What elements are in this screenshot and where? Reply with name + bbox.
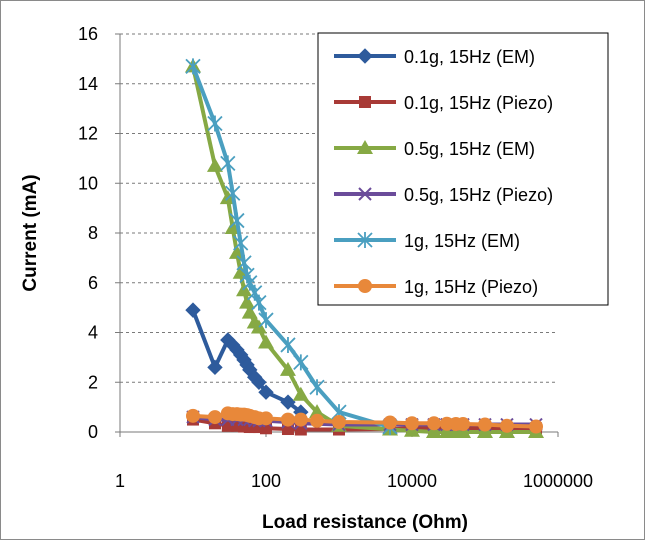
x-tick-label: 10000 [387, 471, 437, 491]
data-point [220, 155, 236, 172]
plot-series [185, 58, 545, 438]
data-point [332, 415, 346, 430]
y-tick-label: 4 [88, 323, 98, 343]
data-point [207, 359, 223, 376]
data-point [206, 157, 223, 172]
legend-label: 0.1g, 15Hz (Piezo) [404, 93, 553, 113]
data-point [185, 58, 201, 75]
data-point [529, 419, 544, 434]
data-point [309, 404, 326, 419]
data-point [251, 294, 267, 311]
data-point [207, 115, 223, 132]
x-tick-label: 1 [115, 471, 125, 491]
legend-label: 0.5g, 15Hz (EM) [404, 139, 535, 159]
data-point [251, 374, 267, 390]
legend-item: 0.5g, 15Hz (Piezo) [334, 185, 553, 205]
legend-marker [357, 140, 373, 154]
data-point [186, 408, 200, 423]
legend-item: 1g, 15Hz (EM) [334, 231, 520, 251]
y-tick-label: 8 [88, 223, 98, 243]
legend-marker [359, 96, 371, 108]
data-point [259, 411, 273, 426]
legend-label: 0.1g, 15Hz (EM) [404, 47, 535, 67]
legend-label: 1g, 15Hz (EM) [404, 231, 520, 251]
data-point [310, 413, 325, 428]
data-point [309, 379, 325, 396]
data-point [426, 416, 441, 431]
legend-marker [357, 232, 373, 248]
data-point [233, 234, 249, 251]
y-tick-label: 16 [78, 24, 98, 44]
x-tick-label: 1000000 [523, 471, 593, 491]
series-6 [186, 406, 544, 434]
data-point [293, 354, 309, 371]
data-point [280, 394, 296, 410]
data-point [236, 254, 252, 271]
legend-label: 1g, 15Hz (Piezo) [404, 277, 538, 297]
legend-item: 0.1g, 15Hz (EM) [334, 47, 535, 67]
x-tick-label: 100 [251, 471, 281, 491]
y-tick-label: 6 [88, 273, 98, 293]
data-point [258, 384, 274, 400]
y-tick-label: 10 [78, 173, 98, 193]
legend: 0.1g, 15Hz (EM) 0.1g, 15Hz (Piezo) 0.5g, 1… [317, 32, 609, 306]
data-point [207, 410, 222, 425]
data-point [241, 304, 258, 319]
legend-item: 1g, 15Hz (Piezo) [334, 277, 538, 297]
y-tick-label: 2 [88, 372, 98, 392]
data-point [292, 386, 309, 401]
data-point [280, 336, 296, 353]
legend-label: 0.5g, 15Hz (Piezo) [404, 185, 553, 205]
data-point [229, 212, 245, 229]
y-tick-label: 14 [78, 74, 98, 94]
legend-box [317, 32, 609, 306]
legend-marker [358, 187, 372, 201]
y-tick-label: 0 [88, 422, 98, 442]
data-point [293, 412, 308, 427]
legend-item: 0.1g, 15Hz (Piezo) [334, 93, 553, 113]
data-point [232, 264, 249, 279]
data-point [499, 418, 514, 433]
legend-marker [357, 48, 373, 64]
data-point [258, 334, 274, 349]
data-point [225, 185, 241, 202]
legend-marker [358, 279, 372, 293]
data-point [405, 416, 419, 431]
data-point [279, 361, 296, 376]
data-point [478, 417, 492, 432]
data-point [239, 294, 256, 309]
tick-labels: 0 2 4 6 8 10 12 14 16 1 100 10000 1000000 [78, 24, 593, 491]
data-point [280, 412, 295, 427]
data-point [185, 302, 201, 318]
data-point [456, 417, 471, 432]
y-axis-title: Current (mA) [20, 174, 41, 291]
legend-item: 0.5g, 15Hz (EM) [334, 139, 535, 159]
x-axis-title: Load resistance (Ohm) [262, 512, 468, 533]
y-tick-label: 12 [78, 124, 98, 144]
data-point [383, 415, 398, 430]
data-point [425, 424, 442, 438]
data-point [258, 312, 274, 329]
